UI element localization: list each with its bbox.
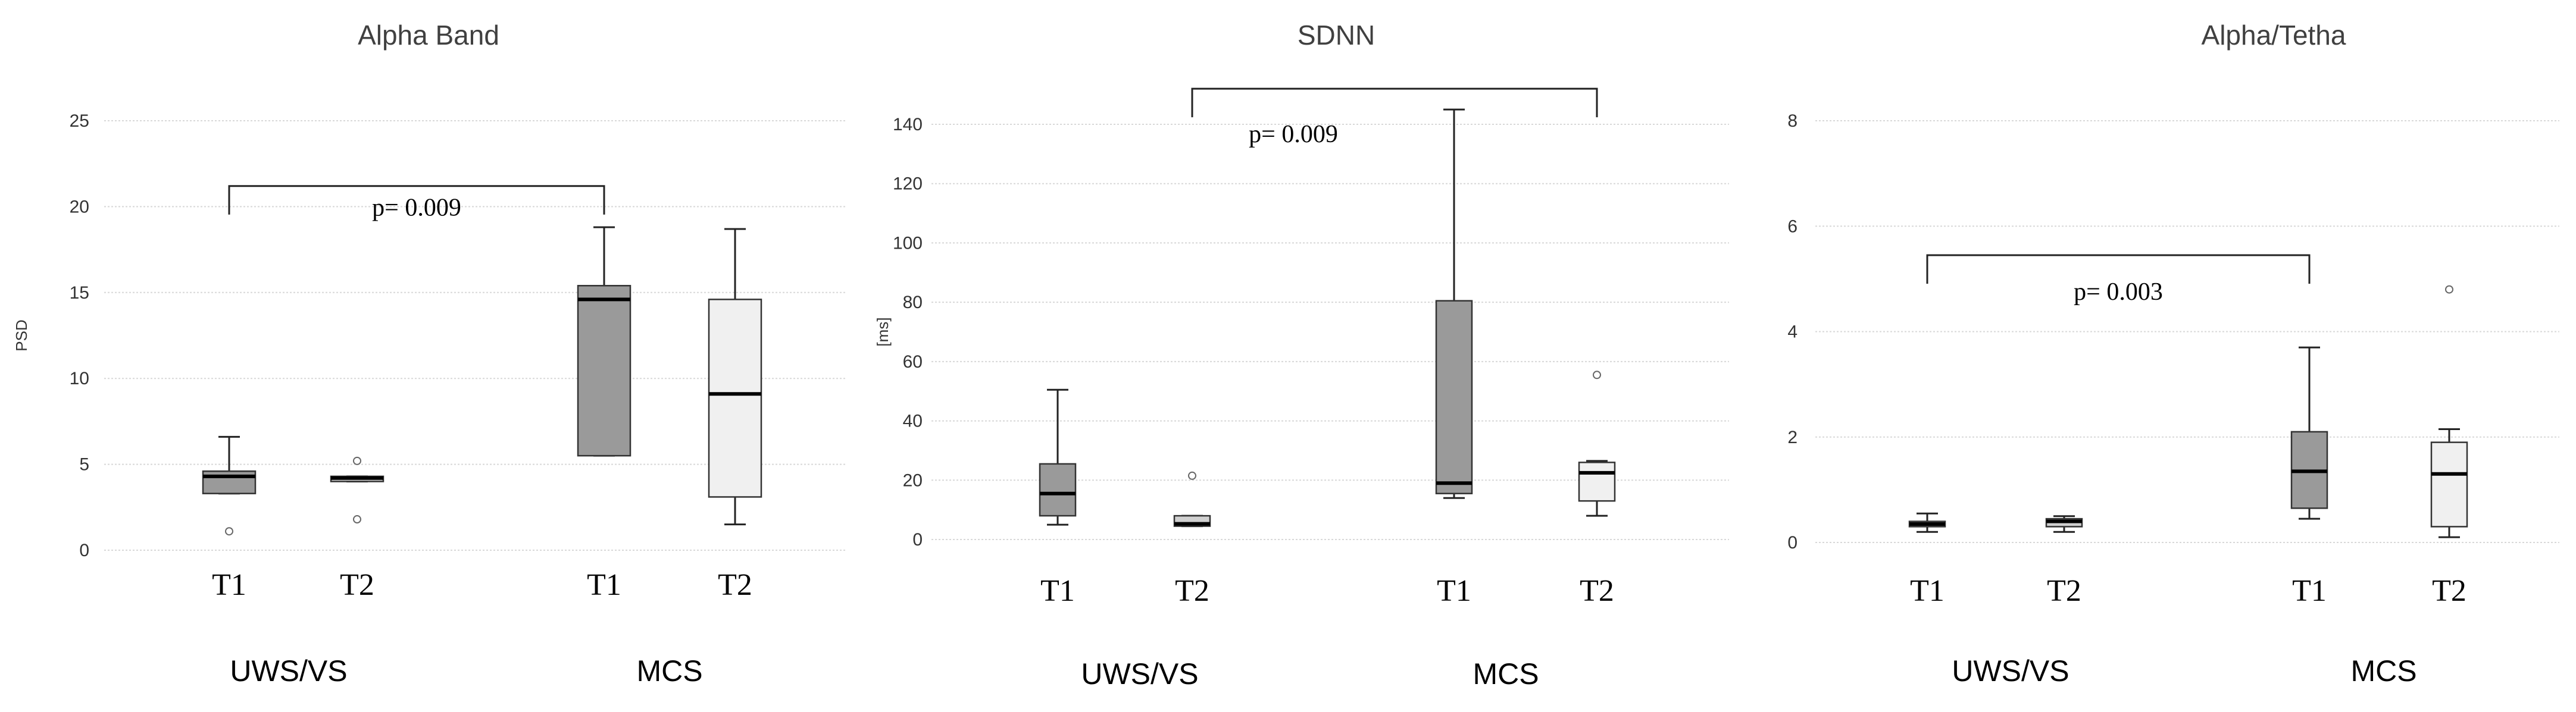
chart-1-box-2-x-label: T2 <box>340 568 374 602</box>
chart-3-y-tick-label: 6 <box>1787 217 1797 236</box>
chart-1-box-1-x-label: T1 <box>212 568 246 602</box>
chart-3-title: Alpha/Tetha <box>2202 20 2346 51</box>
chart-1-box-1-outlier <box>225 527 233 536</box>
chart-2-y-tick-label: 0 <box>912 530 923 550</box>
chart-3-group-label: UWS/VS <box>1952 654 2069 688</box>
chart-2-y-tick-label: 40 <box>903 412 923 431</box>
chart-3-box-3-x-label: T1 <box>2292 574 2327 608</box>
chart-1-significance-bracket <box>228 185 605 215</box>
chart-2-y-tick-label: 20 <box>903 471 923 490</box>
chart-2-y-axis-label: [ms] <box>874 317 892 346</box>
chart-1-group-label: UWS/VS <box>230 654 347 688</box>
chart-3-significance-bracket <box>1926 254 2311 284</box>
chart-3-box-2-x-label: T2 <box>2047 574 2081 608</box>
chart-2-box-3-x-label: T1 <box>1437 574 1471 608</box>
chart-1-box-4-iqr <box>708 299 762 498</box>
chart-2-box-4-x-label: T2 <box>1580 574 1614 608</box>
chart-3-y-tick-label: 0 <box>1787 533 1797 553</box>
chart-2-p-value: p= 0.009 <box>1249 121 1338 148</box>
chart-1-y-axis-label: PSD <box>12 319 30 351</box>
chart-3-y-tick-label: 8 <box>1787 111 1797 131</box>
chart-1-box-2-outlier <box>353 456 361 465</box>
chart-3-box-1-x-label: T1 <box>1910 574 1944 608</box>
chart-2-box-1-x-label: T1 <box>1040 574 1075 608</box>
chart-2-box-2-outlier <box>1188 471 1196 480</box>
chart-2-box-4-outlier <box>1593 371 1601 379</box>
chart-1-y-tick-label: 0 <box>79 541 89 560</box>
chart-3-y-tick-label: 4 <box>1787 322 1797 342</box>
chart-2-box-3-iqr <box>1435 300 1473 494</box>
chart-1-box-3-x-label: T1 <box>587 568 621 602</box>
chart-1-box-1-iqr <box>202 470 257 494</box>
chart-2-y-tick-label: 80 <box>903 293 923 312</box>
chart-2-y-tick-label: 120 <box>893 174 923 194</box>
chart-1-box-4-x-label: T2 <box>718 568 752 602</box>
chart-2-box-1-iqr <box>1039 463 1077 517</box>
chart-2-group-label: MCS <box>1473 657 1539 691</box>
chart-2-y-tick-label: 60 <box>903 352 923 372</box>
chart-3-box-4-iqr <box>2430 441 2468 528</box>
chart-2-box-4-iqr <box>1578 462 1616 502</box>
chart-1-y-tick-label: 20 <box>70 197 89 217</box>
chart-1-y-tick-label: 15 <box>70 283 89 303</box>
chart-1-box-3-iqr <box>577 284 632 457</box>
chart-2-group-label: UWS/VS <box>1081 657 1198 691</box>
chart-3-box-4-x-label: T2 <box>2432 574 2466 608</box>
chart-1-y-tick-label: 10 <box>70 369 89 388</box>
chart-2-box-2-x-label: T2 <box>1175 574 1209 608</box>
chart-2-y-tick-label: 100 <box>893 233 923 253</box>
chart-2-title: SDNN <box>1298 20 1375 51</box>
chart-3-y-tick-label: 2 <box>1787 428 1797 447</box>
chart-3-box-4-outlier <box>2445 285 2453 294</box>
chart-1-y-tick-label: 5 <box>79 455 89 475</box>
chart-2-y-tick-label: 140 <box>893 115 923 134</box>
chart-3-p-value: p= 0.003 <box>2074 278 2163 306</box>
chart-1-y-tick-label: 25 <box>70 111 89 131</box>
chart-1-box-2-outlier <box>353 515 361 524</box>
chart-2-significance-bracket <box>1191 87 1598 118</box>
chart-1-title: Alpha Band <box>358 20 499 51</box>
chart-1-p-value: p= 0.009 <box>372 195 461 222</box>
chart-1-group-label: MCS <box>636 654 702 688</box>
chart-3-group-label: MCS <box>2350 654 2416 688</box>
